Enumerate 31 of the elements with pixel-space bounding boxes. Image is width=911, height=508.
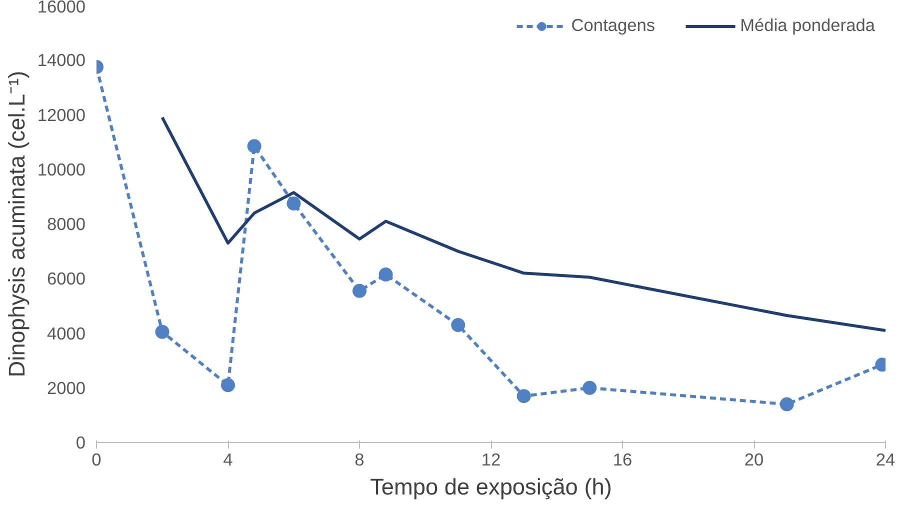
point — [155, 324, 170, 339]
point — [221, 378, 235, 392]
y-tick-label: 0 — [76, 432, 86, 452]
y-tick-label: 10000 — [37, 159, 86, 180]
y-tick-label: 12000 — [37, 104, 86, 125]
point — [247, 139, 262, 154]
point — [378, 268, 393, 282]
point — [451, 318, 466, 332]
x-tick-label: 12 — [481, 450, 501, 470]
x-tick-label: 0 — [92, 450, 102, 470]
x-tick-label: 16 — [612, 450, 632, 470]
y-axis-title: Dinophysis acuminata (cel.L⁻¹) — [3, 70, 30, 378]
legend-label: Média ponderada — [740, 15, 875, 36]
y-tick-label: 14000 — [37, 50, 86, 70]
y-tick-label: 4000 — [46, 323, 86, 344]
x-tick-label: 20 — [744, 450, 764, 470]
point — [582, 380, 597, 395]
y-tick-label: 8000 — [46, 214, 86, 234]
point — [286, 196, 301, 211]
point — [780, 397, 794, 412]
legend-label: Contagens — [571, 15, 656, 36]
x-tick-label: 8 — [354, 450, 364, 470]
x-tick-label: 4 — [223, 450, 234, 470]
y-tick-label: 16000 — [37, 0, 86, 16]
y-tick-label: 6000 — [46, 268, 86, 289]
point — [352, 284, 366, 298]
x-tick-label: 24 — [876, 450, 896, 470]
y-tick-label: 2000 — [46, 378, 86, 398]
x-axis-title: Tempo de exposição (h) — [370, 474, 612, 500]
line-series — [160, 116, 886, 332]
point — [516, 389, 531, 404]
